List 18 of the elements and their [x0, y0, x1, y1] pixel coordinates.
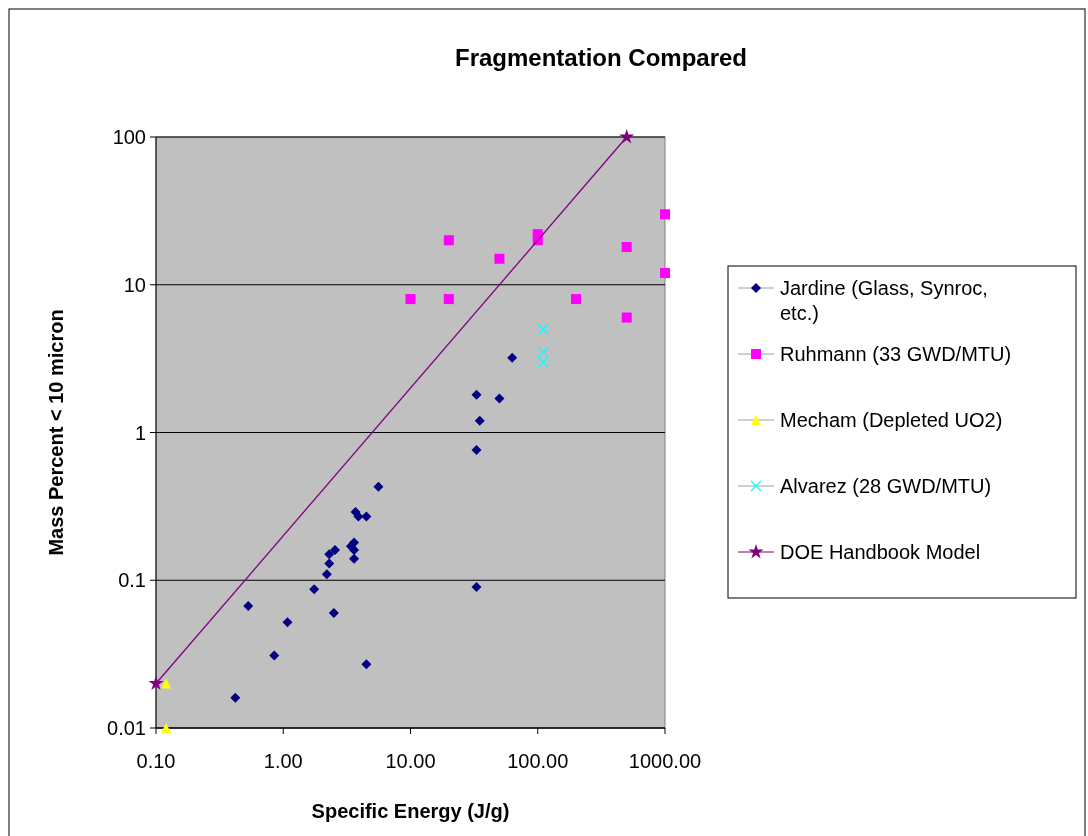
y-tick-label: 0.01	[107, 717, 146, 739]
y-axis-title: Mass Percent < 10 micron	[45, 309, 67, 556]
x-tick-label: 1.00	[263, 750, 303, 772]
y-tick-label: 0.1	[118, 569, 146, 592]
legend-label: Alvarez (28 GWD/MTU)	[780, 475, 992, 497]
legend-label: DOE Handbook Model	[780, 541, 981, 563]
y-tick-label: 100	[112, 126, 146, 148]
x-tick-label: 0.10	[136, 750, 176, 772]
x-tick-label: 1000.00	[628, 750, 702, 772]
legend-label: Jardine (Glass, Synroc, etc.)	[780, 277, 988, 324]
x-tick-label: 10.00	[385, 750, 436, 772]
legend-label: Mecham (Depleted UO2)	[780, 409, 1003, 431]
y-tick-label: 1	[134, 421, 146, 444]
y-tick-label: 10	[123, 273, 146, 296]
legend-label: Ruhmann (33 GWD/MTU)	[780, 343, 1012, 365]
chart-title: Fragmentation Compared	[454, 44, 748, 71]
x-axis-title: Specific Energy (J/g)	[311, 800, 510, 822]
x-tick-label: 100.00	[507, 750, 569, 772]
